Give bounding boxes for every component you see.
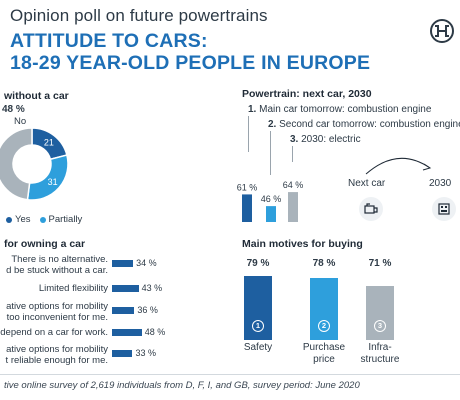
- donut-no-label: No: [14, 116, 27, 127]
- motives-label-2-line-2: price: [313, 354, 335, 365]
- donut-title: without a car: [4, 90, 69, 102]
- donut-legend: Yes Partially: [6, 214, 82, 225]
- electric-plug-icon: [432, 197, 456, 221]
- owning-label-5-line-2: t reliable enough for me.: [5, 355, 108, 366]
- owning-label-1: There is no alternative. d be stuck witho…: [6, 254, 108, 276]
- owning-label-5-line-1: ative options for mobility: [6, 344, 108, 355]
- powertrain-item-3-label: 2030: electric: [301, 134, 361, 145]
- owning-label-4: depend on a car for work.: [0, 327, 108, 338]
- donut-value-partially: 31: [48, 177, 58, 187]
- powertrain-bars: 61 % 46 % 64 %: [234, 150, 314, 225]
- legend-label-yes: Yes: [15, 214, 31, 225]
- motives-value-1: 79 %: [246, 258, 270, 269]
- owning-value-2: 43 %: [141, 283, 163, 293]
- powertrain-value-2: 46 %: [261, 194, 282, 204]
- motives-rank-1: 1: [252, 320, 264, 332]
- leader-line-1: [248, 116, 249, 152]
- powertrain-item-1: 1. Main car tomorrow: combustion engine: [248, 104, 431, 115]
- powertrain-bar-2: [266, 206, 276, 222]
- owning-bar-3: [112, 307, 135, 314]
- powertrain-item-3-num: 3.: [290, 134, 299, 145]
- powertrain-item-2-label: Second car tomorrow: combustion engine: [279, 119, 460, 130]
- motives-title: Main motives for buying: [242, 238, 363, 250]
- motives-rank-3: 3: [374, 320, 386, 332]
- owning-label-1-line-1: There is no alternative.: [11, 254, 108, 265]
- owning-bar-1: [112, 260, 134, 267]
- owning-label-3: ative options for mobility too inconvenie…: [6, 301, 108, 323]
- motives-label-1-line-1: Safety: [243, 342, 273, 353]
- motives-label-2-line-1: Purchase: [302, 342, 346, 353]
- owning-value-1: 34 %: [136, 258, 157, 268]
- legend-swatch-yes: [6, 216, 12, 223]
- leader-line-2: [270, 131, 271, 175]
- legend-swatch-partially: [39, 216, 46, 223]
- year-2030-label: 2030: [429, 178, 452, 189]
- owning-label-2: Limited flexibility: [39, 283, 108, 294]
- page-title-line-2: 18-29 YEAR-OLD PEOPLE IN EUROPE: [10, 52, 371, 74]
- motives-label-3-line-2: structure: [360, 354, 400, 365]
- owning-chart: There is no alternative. d be stuck witho…: [0, 252, 200, 372]
- page-title-line-1: ATTITUDE TO CARS:: [10, 30, 208, 52]
- leader-line-3: [292, 146, 293, 162]
- motives-label-2: Purchase price: [294, 342, 354, 366]
- powertrain-item-1-num: 1.: [248, 104, 257, 115]
- owning-value-5: 33 %: [135, 348, 156, 358]
- powertrain-bar-3: [288, 192, 298, 222]
- owning-label-3-line-1: ative options for mobility: [6, 301, 108, 312]
- motives-value-2: 78 %: [312, 258, 336, 269]
- owning-title: for owning a car: [4, 238, 86, 250]
- powertrain-item-1-label: Main car tomorrow: combustion engine: [259, 104, 432, 115]
- donut-no-value: 48 %: [2, 104, 25, 115]
- pretitle: Opinion poll on future powertrains: [10, 6, 268, 25]
- powertrain-item-3: 3. 2030: electric: [290, 134, 361, 145]
- combustion-car-icon: [359, 197, 383, 221]
- powertrain-value-1: 61 %: [237, 182, 258, 192]
- footer-divider: [0, 374, 460, 375]
- motives-chart: 79 % 1 Safety 78 % 2 Purchase price 71 % 3 Infra-…: [234, 258, 414, 365]
- owning-label-1-line-2: d be stuck without a car.: [6, 265, 108, 276]
- owning-label-2-line-1: Limited flexibility: [38, 283, 108, 294]
- motives-rank-2: 2: [318, 320, 330, 332]
- owning-bar-4: [112, 329, 142, 336]
- footer-note: tive online survey of 2,619 individuals …: [4, 380, 360, 391]
- owning-bar-5: [112, 350, 133, 357]
- donut-value-yes: 21: [44, 137, 54, 147]
- legend-label-partially: Partially: [48, 214, 83, 225]
- owning-label-4-line-1: depend on a car for work.: [0, 327, 108, 338]
- owning-label-3-line-2: too inconvenient for me.: [6, 312, 108, 323]
- motives-value-3: 71 %: [368, 258, 392, 269]
- powertrain-item-2: 2. Second car tomorrow: combustion engin…: [268, 119, 460, 130]
- bosch-logo-icon: [427, 16, 457, 46]
- powertrain-bar-1: [242, 194, 252, 222]
- owning-value-4: 48 %: [144, 327, 166, 337]
- powertrain-title: Powertrain: next car, 2030: [242, 88, 372, 100]
- motives-label-3-line-1: Infra-: [368, 342, 392, 353]
- motives-label-1: Safety: [228, 342, 288, 354]
- owning-value-3: 36 %: [137, 305, 158, 315]
- owning-label-5: ative options for mobility t reliable eno…: [6, 344, 108, 366]
- owning-bar-2: [112, 285, 139, 292]
- curved-arrow-icon: [358, 150, 438, 180]
- next-car-label: Next car: [348, 178, 386, 189]
- donut-chart: 21 31: [0, 100, 80, 220]
- powertrain-item-2-num: 2.: [268, 119, 277, 130]
- motives-label-3: Infra-structure: [350, 342, 410, 366]
- donut-slice-no: [0, 127, 33, 201]
- powertrain-value-3: 64 %: [283, 180, 304, 190]
